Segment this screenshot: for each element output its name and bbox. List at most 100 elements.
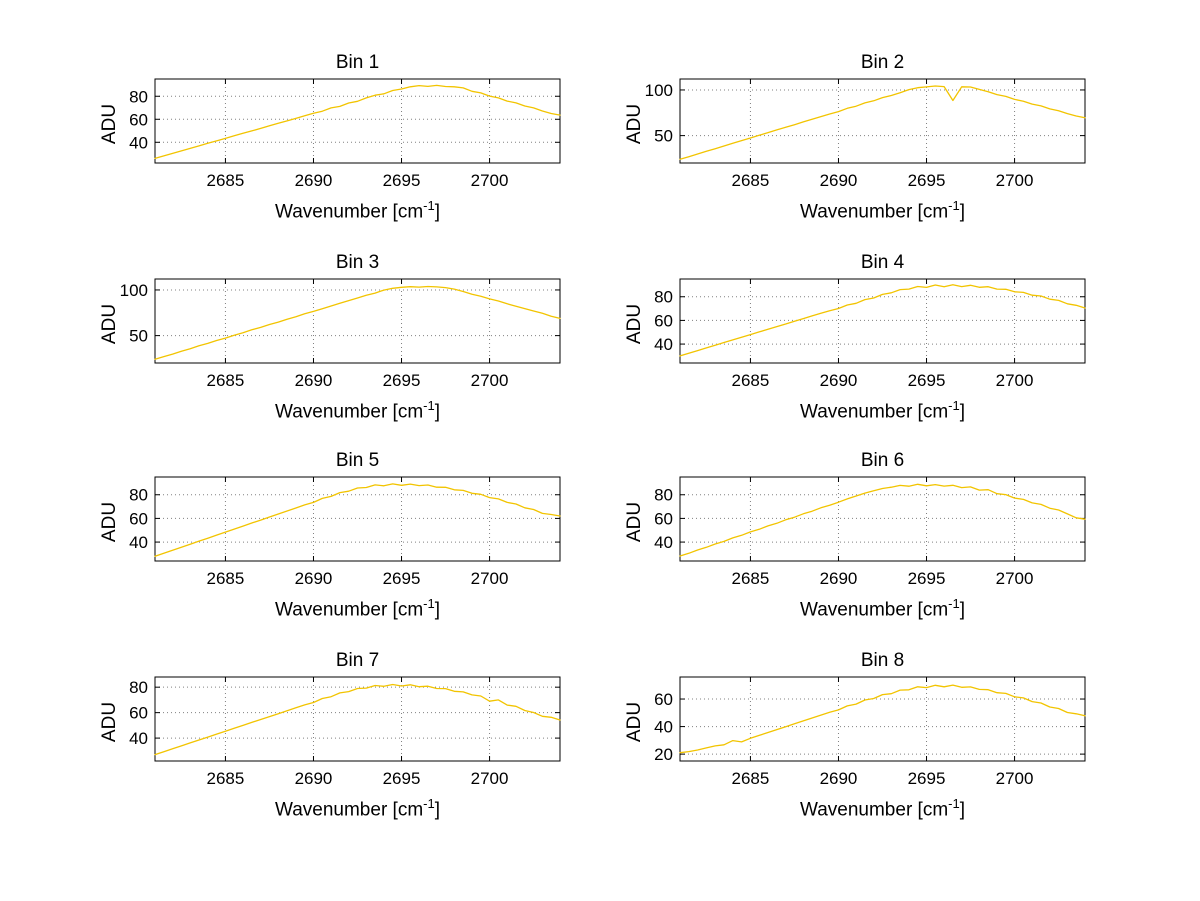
x-tick-label: 2685 <box>207 371 245 390</box>
x-axis-label: Wavenumber [cm-1] <box>155 398 560 423</box>
axes-box <box>679 278 1086 364</box>
x-axis-label-superscript: -1 <box>948 796 960 811</box>
data-series-line <box>679 483 1086 557</box>
axes-box <box>154 278 561 364</box>
axes-box <box>154 476 561 562</box>
subplot-bin-2: Bin 2 ADU 2685 2690 2695 2700 50 100 Wavenumb… <box>615 50 1150 248</box>
x-tick-label: 2695 <box>383 769 421 788</box>
x-axis-label-superscript: -1 <box>423 796 435 811</box>
subplot-title: Bin 5 <box>335 450 380 471</box>
subplot-title: Bin 3 <box>335 252 380 273</box>
data-series-line <box>679 684 1086 754</box>
x-axis-label-text: Wavenumber [cm <box>274 599 424 621</box>
y-tick-label: 100 <box>120 281 148 300</box>
x-axis-label-suffix: ] <box>434 599 440 621</box>
x-axis-label-text: Wavenumber [cm <box>799 401 949 423</box>
subplot-bin-4: Bin 4 ADU 2685 2690 2695 2700 40 60 80 Wavenum… <box>615 250 1150 448</box>
x-tick-label: 2685 <box>732 569 770 588</box>
plot-area: 2685 2690 2695 2700 40 60 80 <box>654 278 1086 390</box>
x-axis-label-superscript: -1 <box>948 198 960 213</box>
y-tick-label: 50 <box>654 127 673 146</box>
data-series-line <box>679 284 1086 357</box>
x-tick-label: 2700 <box>471 171 509 190</box>
subplot-bin-3: Bin 3 ADU 2685 2690 2695 2700 50 100 Wavenumb… <box>90 250 625 448</box>
subplot-title: Bin 1 <box>335 52 380 73</box>
axes-box <box>154 676 561 762</box>
subplot-title: Bin 4 <box>860 252 905 273</box>
y-tick-label: 80 <box>129 486 148 505</box>
x-axis-label: Wavenumber [cm-1] <box>680 198 1085 223</box>
subplot-bin-7: Bin 7 ADU 2685 2690 2695 2700 40 60 80 Wavenum… <box>90 648 625 846</box>
subplot-bin-5: Bin 5 ADU 2685 2690 2695 2700 40 60 80 Wavenum… <box>90 448 625 646</box>
plot-area: 2685 2690 2695 2700 50 100 <box>645 78 1086 190</box>
plot-area: 2685 2690 2695 2700 40 60 80 <box>654 476 1086 588</box>
y-tick-label: 40 <box>654 335 673 354</box>
y-axis-label: ADU <box>621 677 649 767</box>
axes-box <box>679 676 1086 762</box>
x-tick-label: 2695 <box>908 769 946 788</box>
plot-area: 2685 2690 2695 2700 40 60 80 <box>129 78 561 190</box>
subplot-title: Bin 2 <box>860 52 905 73</box>
y-axis-label: ADU <box>621 279 649 369</box>
x-axis-label-suffix: ] <box>959 599 965 621</box>
data-series-line <box>154 285 561 360</box>
x-axis-label: Wavenumber [cm-1] <box>155 796 560 821</box>
x-tick-label: 2690 <box>295 371 333 390</box>
x-tick-label: 2685 <box>732 371 770 390</box>
x-tick-label: 2700 <box>996 371 1034 390</box>
x-axis-label: Wavenumber [cm-1] <box>680 398 1085 423</box>
x-tick-label: 2685 <box>732 171 770 190</box>
y-axis-label: ADU <box>96 279 124 369</box>
x-tick-label: 2685 <box>207 769 245 788</box>
y-tick-label: 40 <box>129 729 148 748</box>
y-tick-label: 60 <box>654 509 673 528</box>
x-axis-label-suffix: ] <box>959 201 965 223</box>
x-axis-label-text: Wavenumber [cm <box>274 201 424 223</box>
x-tick-label: 2700 <box>996 569 1034 588</box>
x-axis-label-superscript: -1 <box>948 398 960 413</box>
x-axis-label-text: Wavenumber [cm <box>274 401 424 423</box>
x-axis-label: Wavenumber [cm-1] <box>155 596 560 621</box>
subplot-title: Bin 6 <box>860 450 905 471</box>
x-tick-label: 2685 <box>732 769 770 788</box>
x-tick-label: 2695 <box>908 569 946 588</box>
x-axis-label-suffix: ] <box>434 201 440 223</box>
y-tick-label: 60 <box>129 704 148 723</box>
x-tick-label: 2700 <box>471 769 509 788</box>
y-axis-label-text: ADU <box>99 701 120 743</box>
x-tick-label: 2690 <box>820 171 858 190</box>
x-tick-label: 2690 <box>295 769 333 788</box>
y-axis-label-text: ADU <box>99 303 120 345</box>
x-tick-label: 2685 <box>207 569 245 588</box>
subplot-title: Bin 8 <box>860 650 905 671</box>
x-tick-label: 2685 <box>207 171 245 190</box>
x-tick-label: 2690 <box>295 171 333 190</box>
y-tick-label: 40 <box>654 533 673 552</box>
x-tick-label: 2700 <box>471 569 509 588</box>
subplot-bin-1: Bin 1 ADU 2685 2690 2695 2700 40 60 80 Wavenum… <box>90 50 625 248</box>
plot-area: 2685 2690 2695 2700 40 60 80 <box>129 676 561 788</box>
data-series-line <box>154 683 561 756</box>
x-axis-label-suffix: ] <box>434 799 440 821</box>
x-axis-label-text: Wavenumber [cm <box>274 799 424 821</box>
x-tick-label: 2690 <box>820 769 858 788</box>
y-axis-label-text: ADU <box>624 303 645 345</box>
y-axis-label-text: ADU <box>624 501 645 543</box>
y-axis-label-text: ADU <box>99 103 120 145</box>
x-axis-label-text: Wavenumber [cm <box>799 799 949 821</box>
x-axis-label-superscript: -1 <box>423 198 435 213</box>
y-axis-label: ADU <box>621 79 649 169</box>
plot-area: 2685 2690 2695 2700 40 60 80 <box>129 476 561 588</box>
axes-box <box>679 78 1086 164</box>
x-tick-label: 2700 <box>996 769 1034 788</box>
x-tick-label: 2695 <box>383 371 421 390</box>
axes-box <box>154 78 561 164</box>
y-tick-label: 40 <box>654 718 673 737</box>
y-tick-label: 80 <box>654 288 673 307</box>
x-tick-label: 2695 <box>383 569 421 588</box>
y-axis-label-text: ADU <box>624 701 645 743</box>
x-tick-label: 2690 <box>295 569 333 588</box>
y-tick-label: 50 <box>129 327 148 346</box>
y-axis-label: ADU <box>621 477 649 567</box>
